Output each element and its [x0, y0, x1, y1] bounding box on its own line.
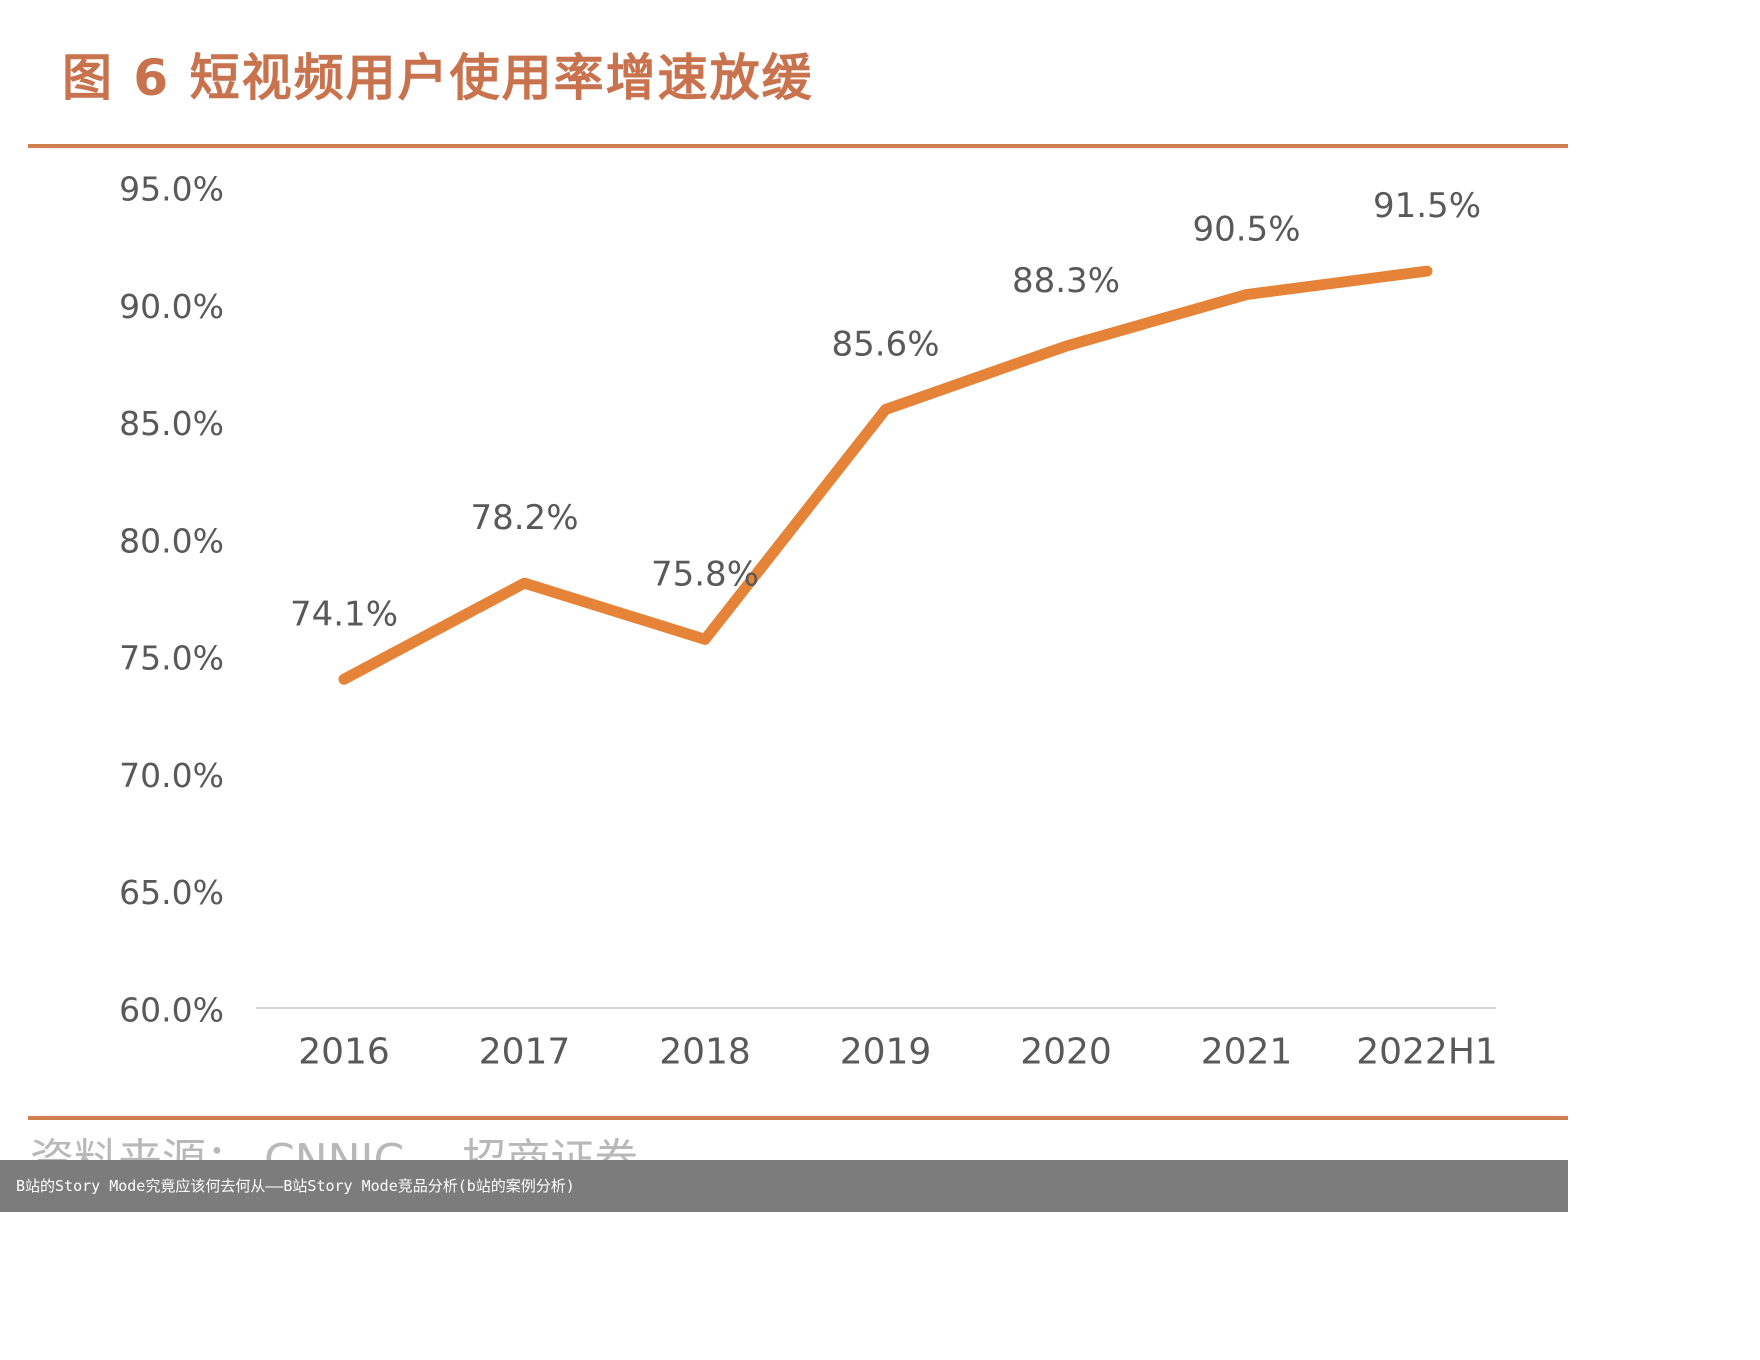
- y-tick-label: 60.0%: [119, 991, 224, 1030]
- data-label: 88.3%: [1012, 261, 1120, 301]
- y-tick-label: 75.0%: [119, 639, 224, 678]
- y-tick-label: 95.0%: [119, 170, 224, 209]
- data-label: 78.2%: [470, 498, 578, 538]
- y-tick-label: 70.0%: [119, 756, 224, 795]
- top-rule: [28, 144, 1568, 148]
- y-tick-label: 65.0%: [119, 873, 224, 912]
- x-tick-label: 2017: [479, 1032, 571, 1073]
- x-tick-label: 2019: [840, 1032, 932, 1073]
- x-tick-label: 2016: [298, 1032, 390, 1073]
- data-label: 90.5%: [1192, 210, 1300, 250]
- data-label: 74.1%: [290, 594, 398, 634]
- y-tick-label: 90.0%: [119, 287, 224, 326]
- chart-title: 图 6 短视频用户使用率增速放缓: [62, 49, 814, 107]
- data-label: 75.8%: [651, 554, 759, 594]
- bottom-rule: [28, 1116, 1568, 1120]
- y-axis: 60.0% 65.0% 70.0% 75.0% 80.0% 85.0% 90.0% 95.0%: [119, 170, 224, 1030]
- data-labels: 74.1% 78.2% 75.8% 85.6% 88.3% 90.5% 91.5%: [290, 186, 1481, 634]
- x-axis: 2016 2017 2018 2019 2020 2021 2022H1: [298, 1032, 1498, 1073]
- y-tick-label: 80.0%: [119, 521, 224, 560]
- y-tick-label: 85.0%: [119, 404, 224, 443]
- x-tick-label: 2022H1: [1356, 1032, 1498, 1073]
- x-tick-label: 2018: [659, 1032, 751, 1073]
- x-tick-label: 2020: [1020, 1032, 1112, 1073]
- x-tick-label: 2021: [1201, 1032, 1293, 1073]
- line-chart: 60.0% 65.0% 70.0% 75.0% 80.0% 85.0% 90.0% 95.0%…: [119, 170, 1498, 1073]
- data-label: 91.5%: [1373, 186, 1481, 226]
- data-label: 85.6%: [831, 324, 939, 364]
- footer-caption-bar: B站的Story Mode究竟应该何去何从——B站Story Mode竞品分析(…: [0, 1160, 1568, 1212]
- series-line: [338, 265, 1433, 685]
